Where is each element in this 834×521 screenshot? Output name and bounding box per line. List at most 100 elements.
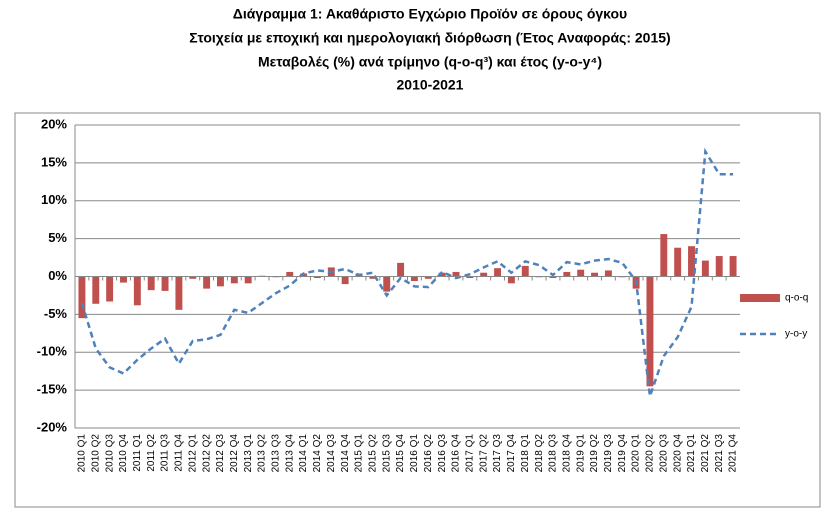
x-tick-label: 2014 Q3	[326, 434, 337, 473]
bar	[161, 276, 169, 291]
bar	[466, 276, 474, 279]
bar	[577, 269, 585, 277]
x-tick-label: 2015 Q1	[354, 434, 365, 473]
x-tick-label: 2014 Q1	[298, 434, 309, 473]
x-tick-label: 2021 Q4	[728, 434, 739, 473]
y-tick-label: -10%	[37, 344, 68, 359]
x-tick-label: 2011 Q4	[174, 434, 185, 472]
bar	[729, 256, 737, 277]
bar	[189, 276, 197, 279]
bar	[660, 234, 668, 277]
y-tick-label: -15%	[37, 382, 68, 397]
bar	[244, 276, 252, 284]
chart-subtitle: 2010-2021	[397, 77, 464, 93]
bar	[688, 246, 695, 277]
x-tick-label: 2020 Q3	[658, 434, 669, 473]
bar	[715, 256, 723, 277]
bar	[203, 276, 211, 289]
x-tick-label: 2013 Q4	[284, 434, 295, 473]
bar	[494, 268, 502, 277]
x-tick-label: 2010 Q1	[77, 434, 88, 473]
x-tick-label: 2011 Q3	[160, 434, 171, 472]
bar	[563, 271, 571, 277]
x-tick-label: 2021 Q2	[700, 434, 711, 473]
bar	[341, 276, 349, 285]
bar	[175, 276, 183, 310]
x-tick-label: 2010 Q2	[90, 434, 101, 473]
bar	[591, 272, 598, 277]
bar	[92, 276, 100, 304]
x-tick-label: 2019 Q3	[603, 434, 614, 473]
x-tick-label: 2019 Q2	[589, 434, 600, 473]
x-tick-label: 2017 Q3	[492, 434, 503, 473]
bar	[674, 247, 682, 277]
bar	[549, 276, 557, 279]
legend-swatch	[740, 294, 780, 302]
bar	[646, 276, 654, 387]
bar	[106, 276, 114, 302]
x-tick-label: 2010 Q4	[118, 434, 129, 473]
chart-subtitle: Στοιχεία με εποχική και ημερολογιακή διό…	[189, 30, 670, 46]
y-tick-label: 20%	[41, 116, 67, 131]
bar	[438, 272, 446, 277]
x-tick-label: 2016 Q1	[409, 434, 420, 473]
x-tick-label: 2015 Q3	[381, 434, 392, 473]
chart-subtitle: Μεταβολές (%) ανά τρίμηνο (q-o-q³) και έ…	[258, 54, 602, 70]
x-tick-label: 2011 Q1	[132, 434, 143, 472]
x-tick-label: 2015 Q4	[395, 434, 406, 473]
y-tick-label: 15%	[41, 154, 67, 169]
x-tick-label: 2018 Q4	[561, 434, 572, 473]
y-tick-label: 5%	[48, 230, 67, 245]
y-tick-label: -5%	[44, 306, 68, 321]
x-tick-label: 2014 Q4	[340, 434, 351, 473]
x-tick-label: 2017 Q2	[478, 434, 489, 473]
bar	[452, 271, 460, 277]
bar	[507, 276, 515, 284]
bar	[286, 271, 294, 277]
x-tick-label: 2016 Q4	[451, 434, 462, 473]
bar	[133, 276, 141, 306]
x-tick-label: 2013 Q3	[271, 434, 282, 473]
x-tick-label: 2012 Q1	[187, 434, 198, 473]
bar	[604, 270, 612, 277]
x-tick-label: 2014 Q2	[312, 434, 323, 473]
x-tick-label: 2012 Q2	[201, 434, 212, 473]
y-tick-label: -20%	[37, 419, 68, 434]
x-tick-label: 2020 Q4	[672, 434, 683, 473]
chart-border	[14, 112, 821, 508]
y-tick-label: 10%	[41, 192, 67, 207]
x-tick-label: 2017 Q4	[506, 434, 517, 473]
bar	[521, 265, 529, 277]
x-tick-label: 2019 Q1	[575, 434, 586, 473]
bar	[230, 276, 238, 284]
bar	[369, 276, 377, 279]
x-tick-label: 2018 Q2	[534, 434, 545, 473]
x-tick-label: 2018 Q3	[548, 434, 559, 473]
x-tick-label: 2021 Q1	[686, 434, 697, 473]
x-tick-label: 2021 Q3	[714, 434, 725, 473]
line	[80, 147, 734, 397]
chart-title: Διάγραμμα 1: Ακαθάριστο Εγχώριο Προϊόν σ…	[233, 6, 627, 22]
x-tick-label: 2010 Q3	[104, 434, 115, 473]
x-tick-label: 2013 Q1	[243, 434, 254, 473]
bar	[410, 276, 418, 282]
x-tick-label: 2012 Q3	[215, 434, 226, 473]
legend-label: q-o-q	[785, 293, 808, 304]
bar	[120, 276, 127, 283]
bar	[313, 276, 321, 279]
x-tick-label: 2011 Q2	[146, 434, 157, 472]
bar	[217, 276, 224, 287]
x-tick-label: 2016 Q2	[423, 434, 434, 473]
bar	[424, 276, 432, 279]
x-tick-label: 2016 Q3	[437, 434, 448, 473]
bar	[147, 276, 155, 291]
bar	[383, 276, 391, 292]
x-tick-label: 2013 Q2	[257, 434, 268, 473]
x-tick-label: 2020 Q2	[645, 434, 656, 473]
y-tick-label: 0%	[48, 268, 67, 283]
x-tick-label: 2017 Q1	[464, 434, 475, 473]
bar	[701, 260, 709, 277]
x-tick-label: 2012 Q4	[229, 434, 240, 473]
bar	[480, 272, 488, 277]
